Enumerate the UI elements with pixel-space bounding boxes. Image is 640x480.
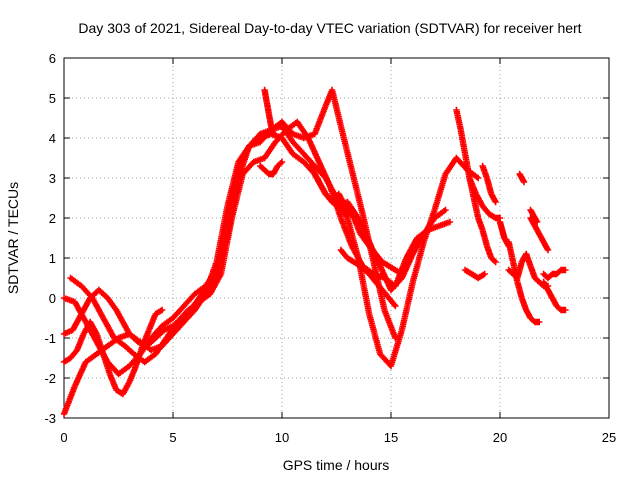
y-tick-label: 5 <box>49 91 56 106</box>
series-arc-20 <box>540 278 569 314</box>
series-arc-12 <box>466 174 504 222</box>
plus-markers <box>540 266 569 282</box>
series-arc-17 <box>527 214 552 254</box>
plus-markers <box>257 158 286 178</box>
x-tick-label: 25 <box>602 430 616 445</box>
y-tick-label: -2 <box>44 371 56 386</box>
series-arc-11 <box>461 266 488 282</box>
x-axis-label: GPS time / hours <box>283 457 390 473</box>
x-tick-label: 5 <box>169 430 176 445</box>
y-axis-label: SDTVAR / TECUs <box>5 182 21 294</box>
series-arc-13 <box>479 162 499 206</box>
plus-markers <box>479 162 499 206</box>
y-tick-label: 4 <box>49 131 56 146</box>
plus-markers <box>516 170 528 186</box>
series-arc-9 <box>337 246 399 310</box>
series-arc-18 <box>516 170 528 186</box>
plot-area <box>60 86 569 418</box>
series-arc-4 <box>60 86 399 350</box>
axis-ticks: 0 5 10 15 20 25 -3 -2 -1 0 1 2 3 4 5 6 <box>44 51 616 445</box>
y-tick-label: -1 <box>44 331 56 346</box>
plus-markers <box>527 214 552 254</box>
y-tick-label: 2 <box>49 211 56 226</box>
x-tick-label: 15 <box>384 430 398 445</box>
plus-markers <box>466 174 504 222</box>
plus-markers <box>527 206 541 226</box>
plus-markers <box>337 246 399 310</box>
chart-title: Day 303 of 2021, Sidereal Day-to-day VTE… <box>78 20 581 36</box>
y-tick-label: 6 <box>49 51 56 66</box>
plus-markers <box>505 238 543 326</box>
plus-markers <box>540 278 569 314</box>
plus-markers <box>60 306 166 398</box>
plus-markers <box>261 86 277 138</box>
x-tick-label: 0 <box>60 430 67 445</box>
series-arc-6 <box>261 86 277 138</box>
plus-markers <box>461 266 488 282</box>
plus-markers <box>453 106 499 266</box>
series-arc-21 <box>527 206 541 226</box>
series-arc-10 <box>453 106 499 266</box>
series-arc-7 <box>257 158 286 178</box>
x-tick-label: 10 <box>275 430 289 445</box>
plus-markers <box>307 162 406 278</box>
y-tick-label: 0 <box>49 291 56 306</box>
series-arc-19 <box>540 266 569 282</box>
series-arc-8 <box>307 162 406 278</box>
y-tick-label: 1 <box>49 251 56 266</box>
series-arc-15 <box>505 238 543 326</box>
y-tick-label: -3 <box>44 411 56 426</box>
y-tick-label: 3 <box>49 171 56 186</box>
plus-markers <box>60 86 399 350</box>
x-tick-label: 20 <box>493 430 507 445</box>
plot-frame <box>63 57 610 419</box>
series-arc-5 <box>60 306 166 398</box>
